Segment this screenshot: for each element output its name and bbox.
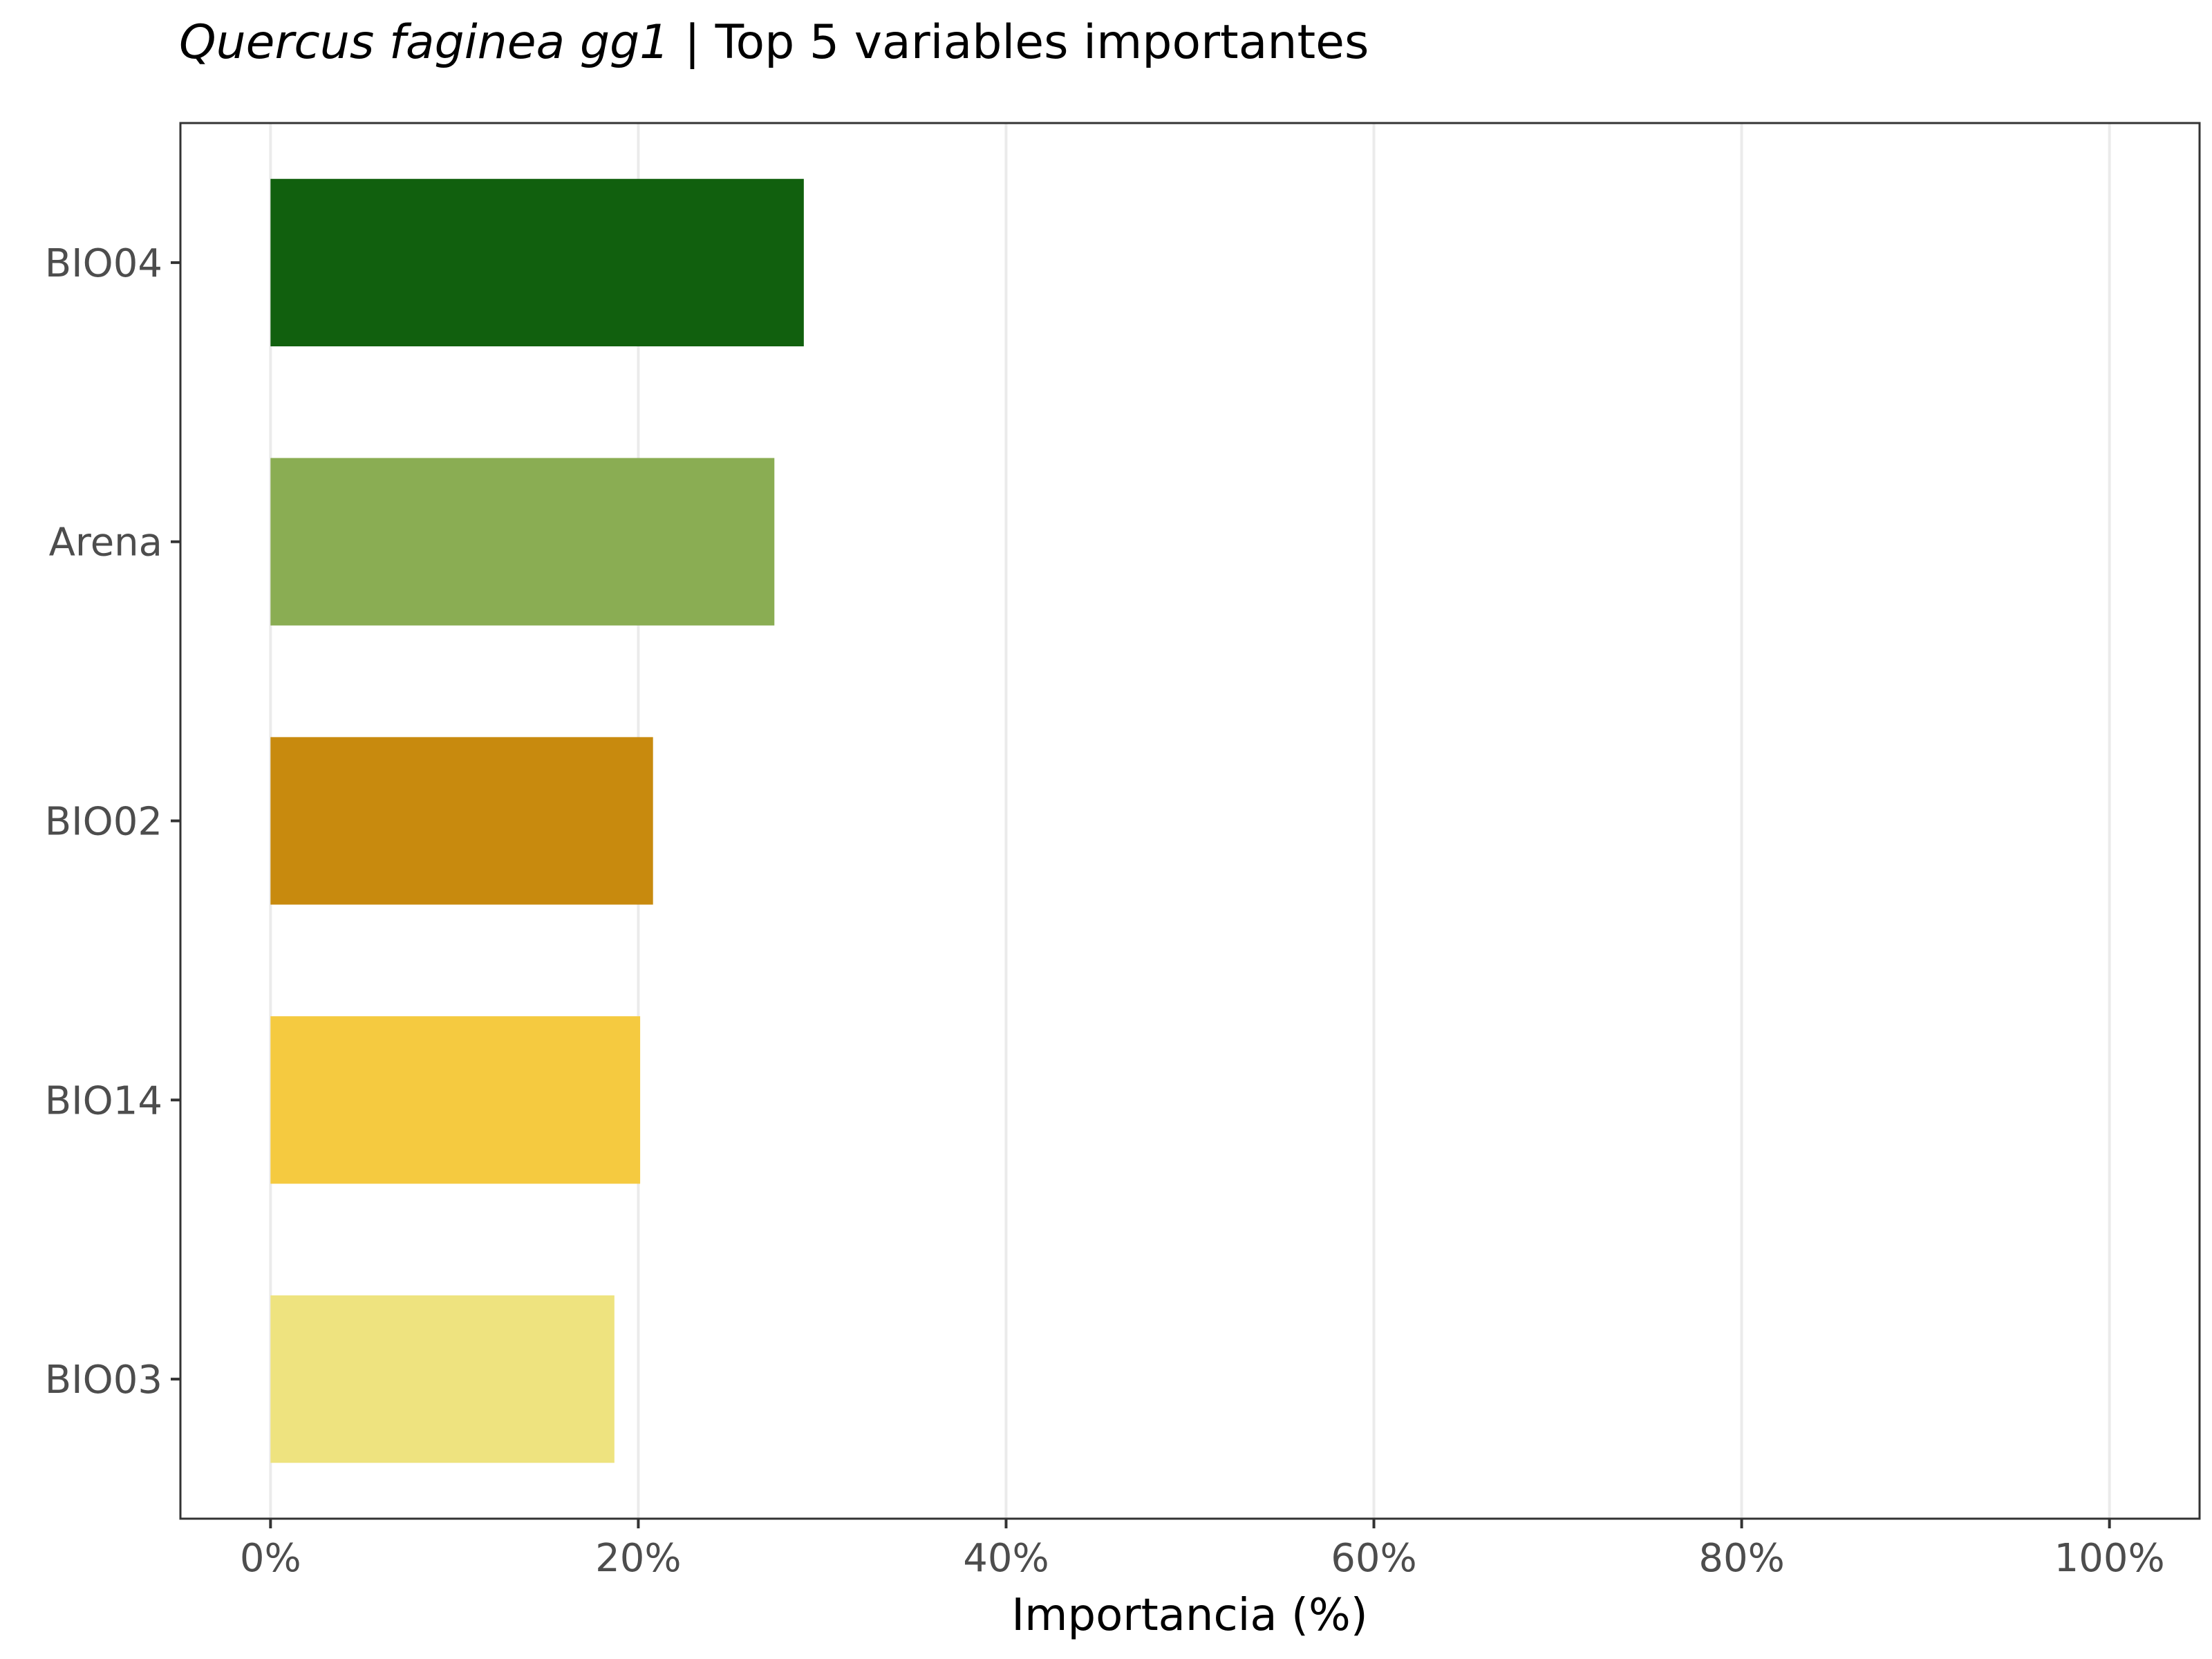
bar-bio02 [270,737,653,905]
y-tick-label: Arena [49,521,162,565]
bar-bio14 [270,1016,641,1184]
chart-title: Quercus faginea gg1 | Top 5 variables im… [179,15,1369,70]
x-tick-label: 20% [595,1536,681,1581]
x-tick-label: 40% [963,1536,1049,1581]
x-tick-label: 0% [240,1536,301,1581]
chart-title-species: Quercus faginea gg1 [179,15,669,70]
chart-title-subtitle: | Top 5 variables importantes [669,15,1369,70]
x-tick-label: 60% [1331,1536,1416,1581]
y-tick-label: BIO03 [45,1358,162,1403]
bar-arena [270,458,775,626]
y-tick-label: BIO14 [45,1078,162,1123]
bars [270,178,804,1463]
x-tick-label: 100% [2054,1536,2165,1581]
bar-bio04 [270,178,804,347]
y-tick-label: BIO04 [45,241,162,286]
x-axis: 0% 20% 40% 60% 80% 100% [240,1519,2165,1581]
y-axis: BIO04 Arena BIO02 BIO14 BIO03 [45,241,180,1403]
x-tick-label: 80% [1698,1536,1784,1581]
x-axis-title: Importancia (%) [1011,1590,1367,1641]
y-tick-label: BIO02 [45,800,162,845]
bar-bio03 [270,1295,615,1463]
